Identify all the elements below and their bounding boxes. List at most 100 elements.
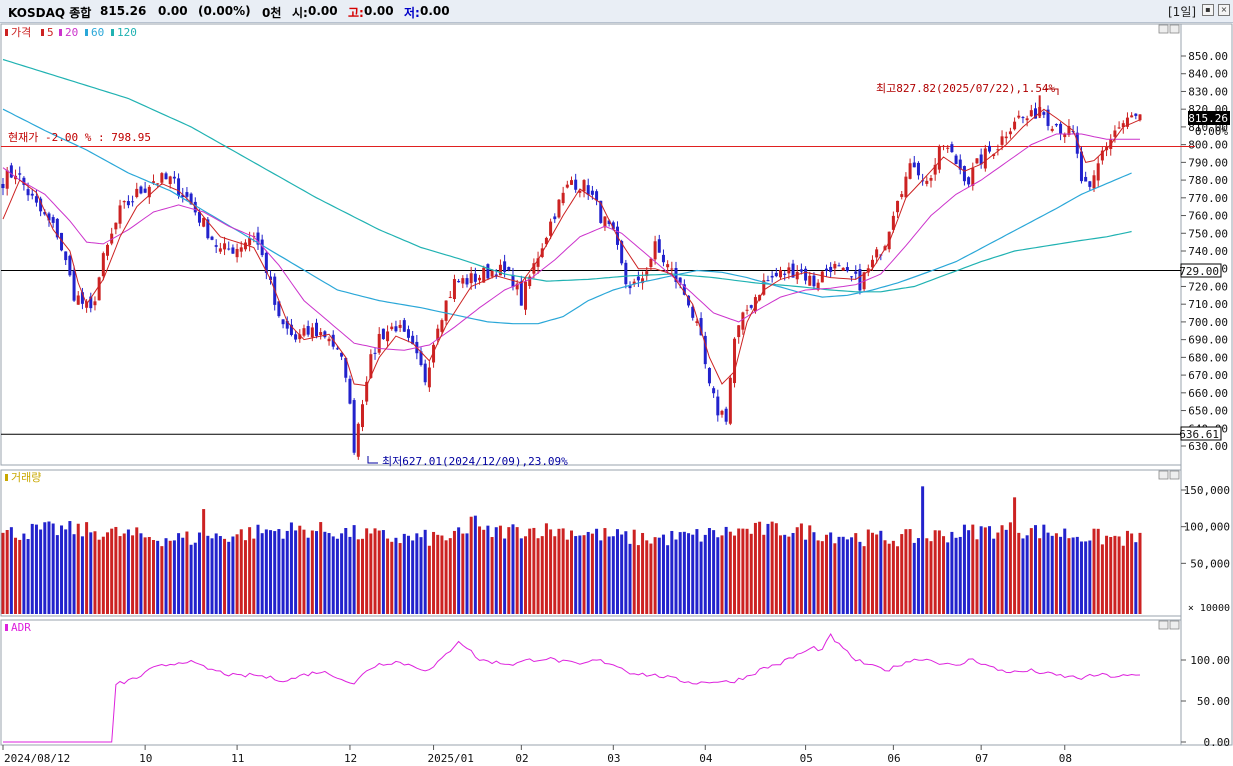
- candle-body: [787, 267, 791, 274]
- period-selector[interactable]: [1일]: [1168, 5, 1197, 19]
- volume-bar: [904, 529, 908, 614]
- volume-bar: [181, 537, 185, 614]
- volume-bar: [126, 529, 130, 614]
- volume-bar: [661, 534, 665, 614]
- volume-bar: [47, 521, 51, 614]
- candle-body: [620, 241, 624, 264]
- candle-body: [122, 201, 126, 203]
- volume-bar: [762, 534, 766, 614]
- candle-body: [398, 324, 402, 328]
- price-tick-label: 660.00: [1188, 387, 1228, 400]
- date-label: 2025/01: [428, 752, 474, 765]
- volume-bar: [5, 530, 9, 614]
- candle-body: [319, 332, 323, 336]
- volume-bar: [1105, 535, 1109, 614]
- candle-body: [536, 258, 540, 267]
- candle-body: [624, 262, 628, 285]
- candle-body: [645, 271, 649, 277]
- volume-bar: [1100, 544, 1104, 614]
- candle-body: [294, 334, 298, 340]
- pane-minimize-icon: [1158, 620, 1169, 630]
- candle-body: [561, 192, 565, 204]
- candle-body: [231, 247, 235, 254]
- volume-bar: [331, 536, 335, 614]
- volume-bar: [60, 525, 64, 614]
- volume-bar: [394, 537, 398, 614]
- volume-bar: [1038, 538, 1042, 614]
- volume-bar: [720, 535, 724, 614]
- volume-bar: [515, 527, 519, 614]
- volume-bar: [528, 528, 532, 614]
- volume-bar: [628, 543, 632, 614]
- volume-bar: [733, 535, 737, 614]
- candle-body: [181, 194, 185, 198]
- candle-body: [570, 180, 573, 185]
- price-tick-label: 800.00: [1188, 139, 1228, 152]
- volume-bar: [674, 539, 678, 614]
- price-tick-label: 680.00: [1188, 351, 1228, 364]
- candle-body: [900, 194, 904, 197]
- price-tick-label: 720.00: [1188, 280, 1228, 293]
- candle-body: [436, 328, 440, 341]
- candle-body: [89, 296, 93, 309]
- volume-bar: [285, 530, 289, 614]
- candle-body: [473, 273, 477, 282]
- volume-tick-label: 150,000: [1184, 484, 1230, 497]
- high-value: 0.00: [364, 4, 394, 18]
- restore-icon[interactable]: ▪: [1202, 4, 1214, 16]
- legend-price-label: 가격: [11, 26, 31, 39]
- candle-body: [114, 222, 118, 230]
- volume-bar: [641, 532, 645, 614]
- candle-body: [51, 217, 55, 223]
- volume-bar: [214, 533, 218, 614]
- candle-body: [406, 329, 410, 338]
- volume-bar: [503, 538, 507, 614]
- candle-body: [983, 148, 987, 169]
- candle-body: [101, 253, 105, 277]
- candle-body: [168, 176, 172, 185]
- volume-bar: [252, 538, 256, 614]
- price-change: 0.00: [158, 4, 188, 18]
- candle-body: [164, 173, 168, 180]
- volume-bar: [139, 533, 143, 614]
- candle-body: [469, 273, 473, 284]
- volume-bar: [72, 534, 76, 614]
- volume-bar: [356, 539, 360, 614]
- volume-bar: [1025, 535, 1029, 614]
- volume-bar: [883, 540, 887, 614]
- candle-body: [185, 192, 189, 197]
- candle-body: [131, 201, 135, 203]
- price-tick-label: 690.00: [1188, 334, 1228, 347]
- candle-body: [465, 278, 469, 285]
- candle-body: [110, 233, 114, 244]
- volume-bar: [14, 537, 18, 614]
- candle-body: [223, 243, 227, 250]
- candle-body: [804, 268, 808, 281]
- volume-bar: [348, 536, 352, 614]
- candle-body: [733, 338, 737, 384]
- volume-bar: [231, 536, 235, 614]
- price-tick-label: 840.00: [1188, 68, 1228, 81]
- candle-body: [427, 367, 431, 388]
- volume-bar: [611, 536, 615, 614]
- candle-body: [335, 348, 339, 350]
- candle-body: [1096, 163, 1100, 181]
- candle-body: [544, 237, 548, 245]
- volume-bar: [164, 538, 168, 614]
- close-icon[interactable]: ×: [1218, 4, 1230, 16]
- candle-body: [482, 267, 486, 283]
- candle-body: [269, 276, 273, 280]
- volume-bar: [89, 532, 93, 614]
- volume-bar: [532, 527, 536, 614]
- price-tick-label: 630.00: [1188, 440, 1228, 453]
- candle-body: [394, 326, 398, 332]
- candle-body: [695, 321, 699, 324]
- volume-bar: [235, 534, 239, 614]
- candle-body: [795, 271, 799, 280]
- volume-bar: [862, 546, 866, 614]
- legend-ma-label: 60: [91, 26, 104, 39]
- candle-body: [611, 222, 615, 229]
- candle-body: [586, 185, 590, 195]
- volume-bar: [34, 524, 38, 614]
